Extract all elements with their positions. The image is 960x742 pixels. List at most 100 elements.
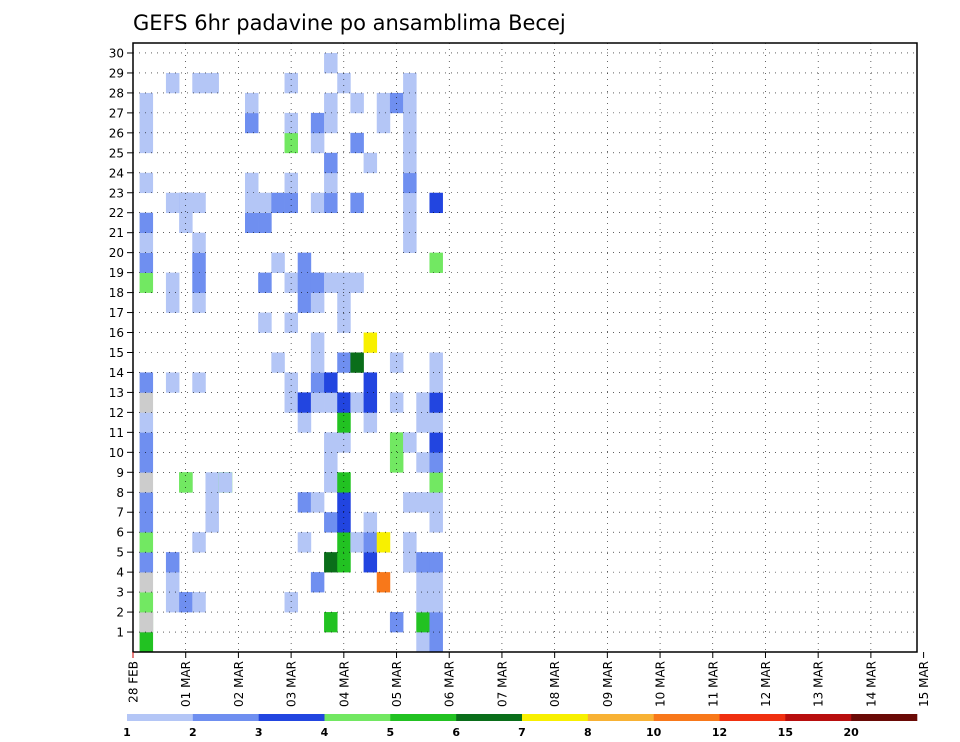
y-axis: 1234567891011121314151617181920212223242…: [109, 46, 133, 640]
heatmap-cell: [403, 152, 417, 174]
heatmap-cell: [139, 432, 154, 453]
x-tick-label: 13 MAR: [812, 661, 826, 707]
heatmap-cell: [429, 512, 443, 533]
y-tick-label: 15: [109, 346, 124, 360]
heatmap-cell: [389, 452, 404, 473]
heatmap-cell: [403, 72, 417, 94]
heatmap-cell: [403, 172, 417, 194]
legend-label: 15: [778, 726, 793, 739]
heatmap-cell: [337, 432, 351, 453]
y-tick-label: 5: [116, 546, 124, 560]
heatmap-cell: [350, 352, 364, 373]
heatmap-cell: [258, 312, 272, 333]
legend-swatch: [522, 714, 589, 721]
heatmap-cell: [376, 532, 391, 553]
heatmap-cell: [310, 112, 325, 134]
x-tick-label: 03 MAR: [285, 661, 299, 707]
heatmap-cell: [139, 632, 154, 653]
heatmap-cell: [139, 412, 154, 433]
heatmap-cell: [416, 572, 430, 593]
heatmap-cell: [284, 72, 299, 94]
heatmap-cell: [192, 232, 206, 253]
y-tick-label: 22: [109, 206, 124, 220]
legend-swatch: [127, 714, 194, 721]
y-tick-label: 18: [109, 286, 124, 300]
heatmap-cell: [350, 272, 364, 293]
heatmap-cell: [310, 392, 325, 413]
x-tick-label: 08 MAR: [548, 661, 562, 707]
heatmap-cell: [139, 252, 154, 273]
heatmap-cell: [363, 332, 378, 353]
y-tick-label: 20: [109, 246, 124, 260]
heatmap-cell: [416, 612, 430, 633]
heatmap-cell: [389, 432, 404, 453]
x-tick-label: 06 MAR: [443, 661, 457, 707]
heatmap-cell: [363, 532, 378, 553]
heatmap-cell: [139, 232, 154, 253]
heatmap-cell: [284, 192, 299, 214]
heatmap-cell: [363, 412, 378, 433]
heatmap-cell: [416, 452, 430, 473]
heatmap-cell: [179, 592, 193, 613]
heatmap-cell: [205, 512, 219, 533]
heatmap-cell: [297, 252, 312, 273]
heatmap-cell: [245, 92, 259, 114]
heatmap-cell: [429, 572, 443, 593]
heatmap-cell: [416, 392, 430, 413]
heatmap-cell: [205, 72, 219, 94]
x-axis: 28 FEB 01 MAR 02 MAR 03 MAR 04 MAR 05 MAR 06 M…: [127, 652, 931, 707]
heatmap-cell: [192, 72, 206, 94]
heatmap-cell: [324, 512, 338, 533]
heatmap-cell: [416, 552, 430, 573]
heatmap-cell: [139, 552, 154, 573]
heatmap-cell: [284, 272, 299, 293]
legend-swatch: [719, 714, 786, 721]
heatmap-cell: [324, 452, 338, 473]
legend-swatch: [258, 714, 325, 721]
heatmap-cell: [165, 192, 180, 214]
legend-swatch: [653, 714, 720, 721]
heatmap-cell: [139, 492, 154, 513]
heatmap-cell: [429, 372, 443, 393]
heatmap-cell: [324, 272, 338, 293]
legend-swatch: [851, 714, 918, 721]
heatmap-cell: [429, 632, 443, 653]
heatmap-cell: [310, 192, 325, 214]
heatmap-cell: [324, 152, 338, 174]
y-tick-label: 12: [109, 406, 124, 420]
heatmap-cell: [284, 112, 299, 134]
heatmap-cell: [258, 212, 272, 233]
heatmap-cell: [139, 452, 154, 473]
heatmap-cell: [297, 492, 312, 513]
legend-label: 1: [123, 726, 131, 739]
y-tick-label: 9: [116, 466, 124, 480]
legend-swatch: [785, 714, 852, 721]
y-tick-label: 27: [109, 106, 124, 120]
heatmap-cell: [350, 532, 364, 553]
heatmap-cell: [245, 212, 259, 233]
heatmap-cell: [350, 392, 364, 413]
heatmap-cell: [139, 172, 154, 194]
heatmap-cell: [416, 412, 430, 433]
heatmap-cell: [389, 392, 404, 413]
heatmap-cell: [429, 192, 443, 214]
y-tick-label: 28: [109, 86, 124, 100]
legend-label: 3: [255, 726, 263, 739]
heatmap-cell: [350, 92, 364, 114]
heatmap-cell: [403, 232, 417, 253]
heatmap-cell: [363, 552, 378, 573]
heatmap-cell: [297, 292, 312, 313]
y-tick-label: 10: [109, 446, 124, 460]
y-tick-label: 30: [109, 46, 124, 60]
heatmap-cell: [139, 512, 154, 533]
heatmap-cell: [165, 72, 180, 94]
x-tick-label: 10 MAR: [654, 661, 668, 707]
legend-label: 20: [844, 726, 860, 739]
heatmap-cell: [324, 372, 338, 393]
heatmap-cell: [165, 592, 180, 613]
heatmap-cell: [310, 132, 325, 154]
heatmap-cell: [284, 312, 299, 333]
heatmap-cell: [165, 372, 180, 393]
heatmap-cell: [363, 392, 378, 413]
